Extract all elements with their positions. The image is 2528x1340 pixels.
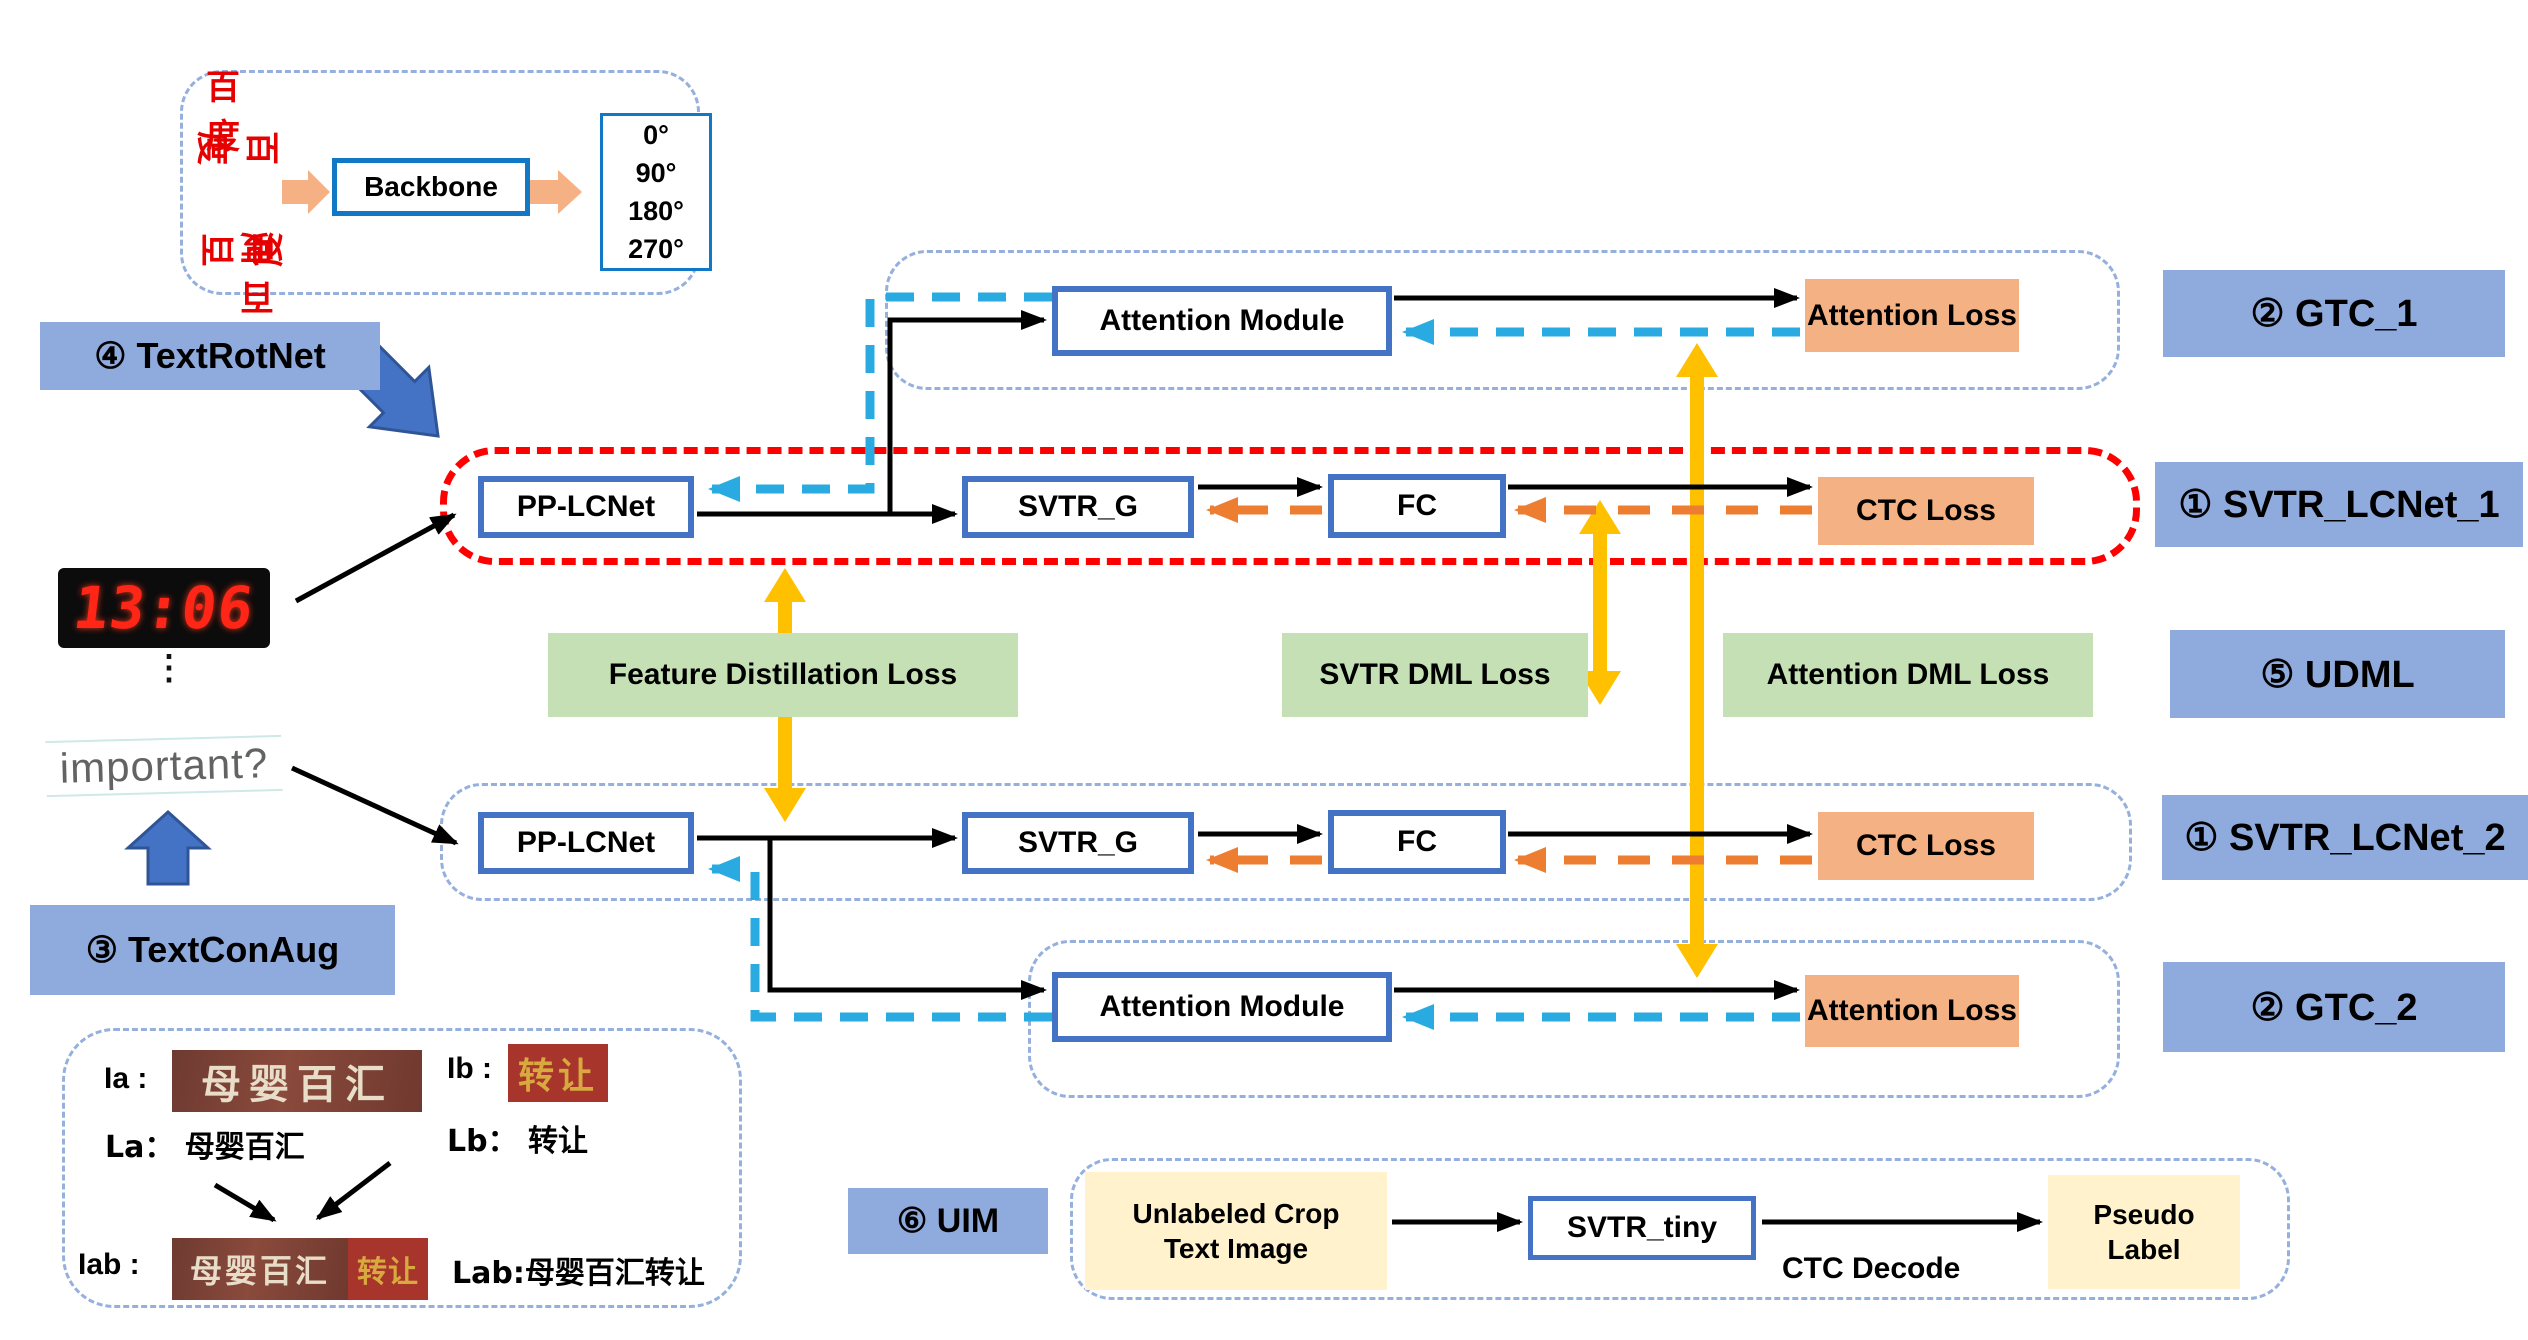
uim-box [1070,1158,2290,1300]
ctc-loss-box-teacher: CTC Loss [1818,477,2034,545]
svtr-lcnet-1-label-text: ① SVTR_LCNet_1 [2178,484,2500,526]
attention-dml-loss-label: Attention DML Loss [1766,658,2050,691]
pp-lcnet-box-teacher: PP-LCNet [478,476,694,538]
pp-lcnet-teacher-label: PP-LCNet [516,490,656,523]
udml-label: ⑤ UDML [2170,630,2505,718]
ia-sample-image: 母婴百汇 [172,1050,422,1112]
ctc-loss-student-label: CTC Loss [1855,829,1996,862]
udml-label-text: ⑤ UDML [2260,653,2415,696]
svtr-lcnet-2-label-text: ① SVTR_LCNet_2 [2184,817,2506,859]
textrotnet-label-text: ④ TextRotNet [94,335,326,376]
samples-ellipsis: ⋮ [152,649,186,687]
attention-loss-box-student: Attention Loss [1805,975,2019,1047]
rotnet-sample-text-90: 百度 [192,131,281,167]
fc-box-teacher: FC [1328,474,1506,538]
iab-image-text-a: 母婴百汇 [172,1238,348,1300]
unlabeled-crop-label: Unlabeled Crop Text Image [1132,1198,1340,1264]
angle-90: 90° [635,158,677,188]
attention-loss-student-label: Attention Loss [1807,994,2017,1027]
pp-lcnet-student-label: PP-LCNet [516,826,656,859]
textconaug-up-arrow [124,809,212,886]
textrotnet-label: ④ TextRotNet [40,322,380,390]
iab-image-text-b: 转让 [348,1238,428,1300]
ia-image-text: 母婴百汇 [201,1062,393,1108]
attention-loss-teacher-label: Attention Loss [1807,298,2017,332]
pseudo-label-box: Pseudo Label [2048,1175,2240,1289]
clock-sample-image: 13:06 [58,568,270,648]
concat-example-box [62,1028,742,1308]
attention-module-student-label: Attention Module [1099,990,1345,1023]
handwriting-text: important? [59,739,269,792]
ctc-loss-box-student: CTC Loss [1818,812,2034,880]
svtr-g-box-teacher: SVTR_G [962,476,1194,538]
attention-module-box-teacher: Attention Module [1052,286,1392,356]
gtc-1-label: ② GTC_1 [2163,270,2505,357]
rotation-angles-box: 0° 90° 180° 270° [600,113,712,271]
rotnet-sample-text-0: 百度 [206,68,242,157]
svtr-dml-loss-box: SVTR DML Loss [1282,633,1588,717]
textconaug-label: ③ TextConAug [30,905,395,995]
ib-label: Ib : [447,1052,492,1085]
svtr-g-teacher-label: SVTR_G [1017,490,1139,523]
attention-module-box-student: Attention Module [1052,972,1392,1042]
svtr-g-student-label: SVTR_G [1017,826,1139,859]
ib-sample-image: 转让 [508,1044,608,1102]
unlabeled-crop-box: Unlabeled Crop Text Image [1085,1172,1387,1290]
gtc-2-label: ② GTC_2 [2163,962,2505,1052]
ia-label: Ia : [104,1062,148,1095]
ctc-decode-label: CTC Decode [1782,1252,1961,1285]
angle-180: 180° [628,196,684,226]
gtc-2-label-text: ② GTC_2 [2250,986,2418,1029]
feature-distillation-loss-box: Feature Distillation Loss [548,633,1018,717]
backbone-label: Backbone [364,171,498,202]
svtr-lcnet-1-label: ① SVTR_LCNet_1 [2155,462,2523,547]
ctc-loss-teacher-label: CTC Loss [1855,494,1996,527]
rotnet-sample-text-180: 百度 [238,227,274,316]
svtr-tiny-label: SVTR_tiny [1566,1211,1718,1244]
iab-sample-image: 母婴百汇 转让 [172,1238,428,1300]
handwriting-sample-image: important? [45,734,283,798]
pseudo-label-text: Pseudo Label [2093,1199,2195,1265]
feature-distillation-loss-label: Feature Distillation Loss [608,658,958,691]
fc-student-label: FC [1397,825,1437,858]
uim-label: ⑥ UIM [848,1188,1048,1254]
fc-box-student: FC [1328,810,1506,874]
svtr-tiny-box: SVTR_tiny [1528,1196,1756,1260]
iab-label: Iab : [78,1248,140,1281]
attention-dml-loss-box: Attention DML Loss [1723,633,2093,717]
svtr-dml-loss-label: SVTR DML Loss [1319,658,1551,691]
clock-text: 13:06 [70,574,258,642]
lb-label: Lb： 转让 [447,1124,589,1159]
gtc-1-label-text: ② GTC_1 [2250,293,2418,335]
pp-lcnet-box-student: PP-LCNet [478,812,694,874]
textconaug-label-text: ③ TextConAug [85,929,340,970]
angle-0: 0° [643,120,669,150]
clock-to-pplcnet1-arrow [294,512,457,604]
la-label: La： 母婴百汇 [105,1130,305,1165]
backbone-box: Backbone [332,158,530,216]
lab-label: Lab:母婴百汇转让 [452,1256,705,1291]
svtr-g-box-student: SVTR_G [962,812,1194,874]
uim-label-text: ⑥ UIM [896,1202,1000,1240]
fc-teacher-label: FC [1397,489,1437,522]
svtr-lcnet-2-label: ① SVTR_LCNet_2 [2162,795,2528,880]
handwriting-to-pplcnet2-arrow [290,765,459,846]
attention-module-teacher-label: Attention Module [1099,304,1345,337]
angle-270: 270° [628,234,684,264]
attention-loss-box-teacher: Attention Loss [1805,279,2019,352]
ib-image-text: 转让 [517,1056,598,1097]
svtr-lcnet-1-outline [440,447,2140,565]
